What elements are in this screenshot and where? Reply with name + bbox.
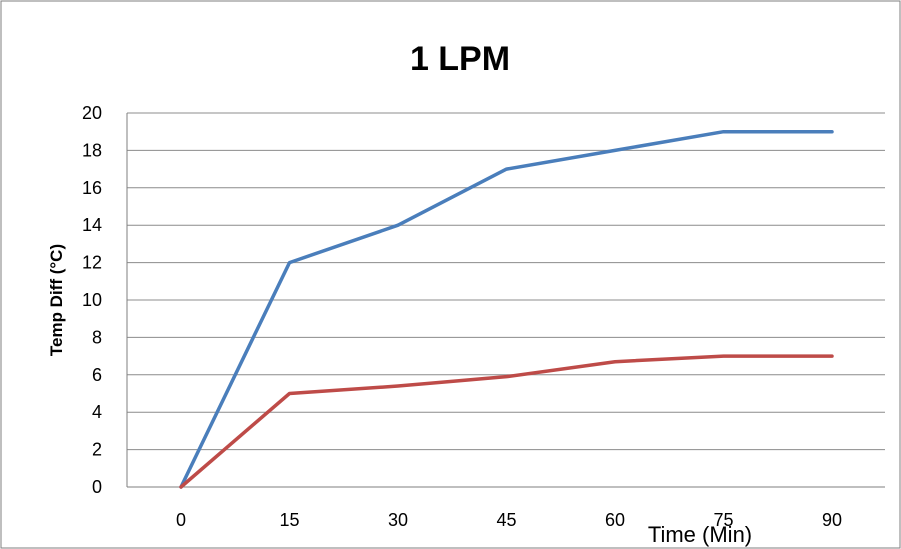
chart-title: 1 LPM — [410, 40, 510, 78]
y-tick-label: 6 — [92, 365, 102, 385]
y-tick-label: 14 — [82, 215, 102, 235]
x-tick-label: 30 — [388, 510, 408, 530]
y-tick-label: 8 — [92, 327, 102, 347]
x-tick-label: 15 — [279, 510, 299, 530]
x-tick-label: 75 — [713, 510, 733, 530]
y-tick-label: 20 — [82, 103, 102, 123]
y-tick-label: 16 — [82, 178, 102, 198]
y-axis-label: Temp Diff (°C) — [47, 244, 66, 356]
x-axis-label: Time (Min) — [648, 522, 752, 547]
x-tick-label: 60 — [605, 510, 625, 530]
y-tick-label: 10 — [82, 290, 102, 310]
y-tick-label: 4 — [92, 402, 102, 422]
x-tick-label: 90 — [822, 510, 842, 530]
y-tick-label: 0 — [92, 477, 102, 497]
y-tick-label: 18 — [82, 140, 102, 160]
y-tick-label: 12 — [82, 253, 102, 273]
y-tick-label: 2 — [92, 440, 102, 460]
x-tick-label: 45 — [496, 510, 516, 530]
x-tick-label: 0 — [176, 510, 186, 530]
